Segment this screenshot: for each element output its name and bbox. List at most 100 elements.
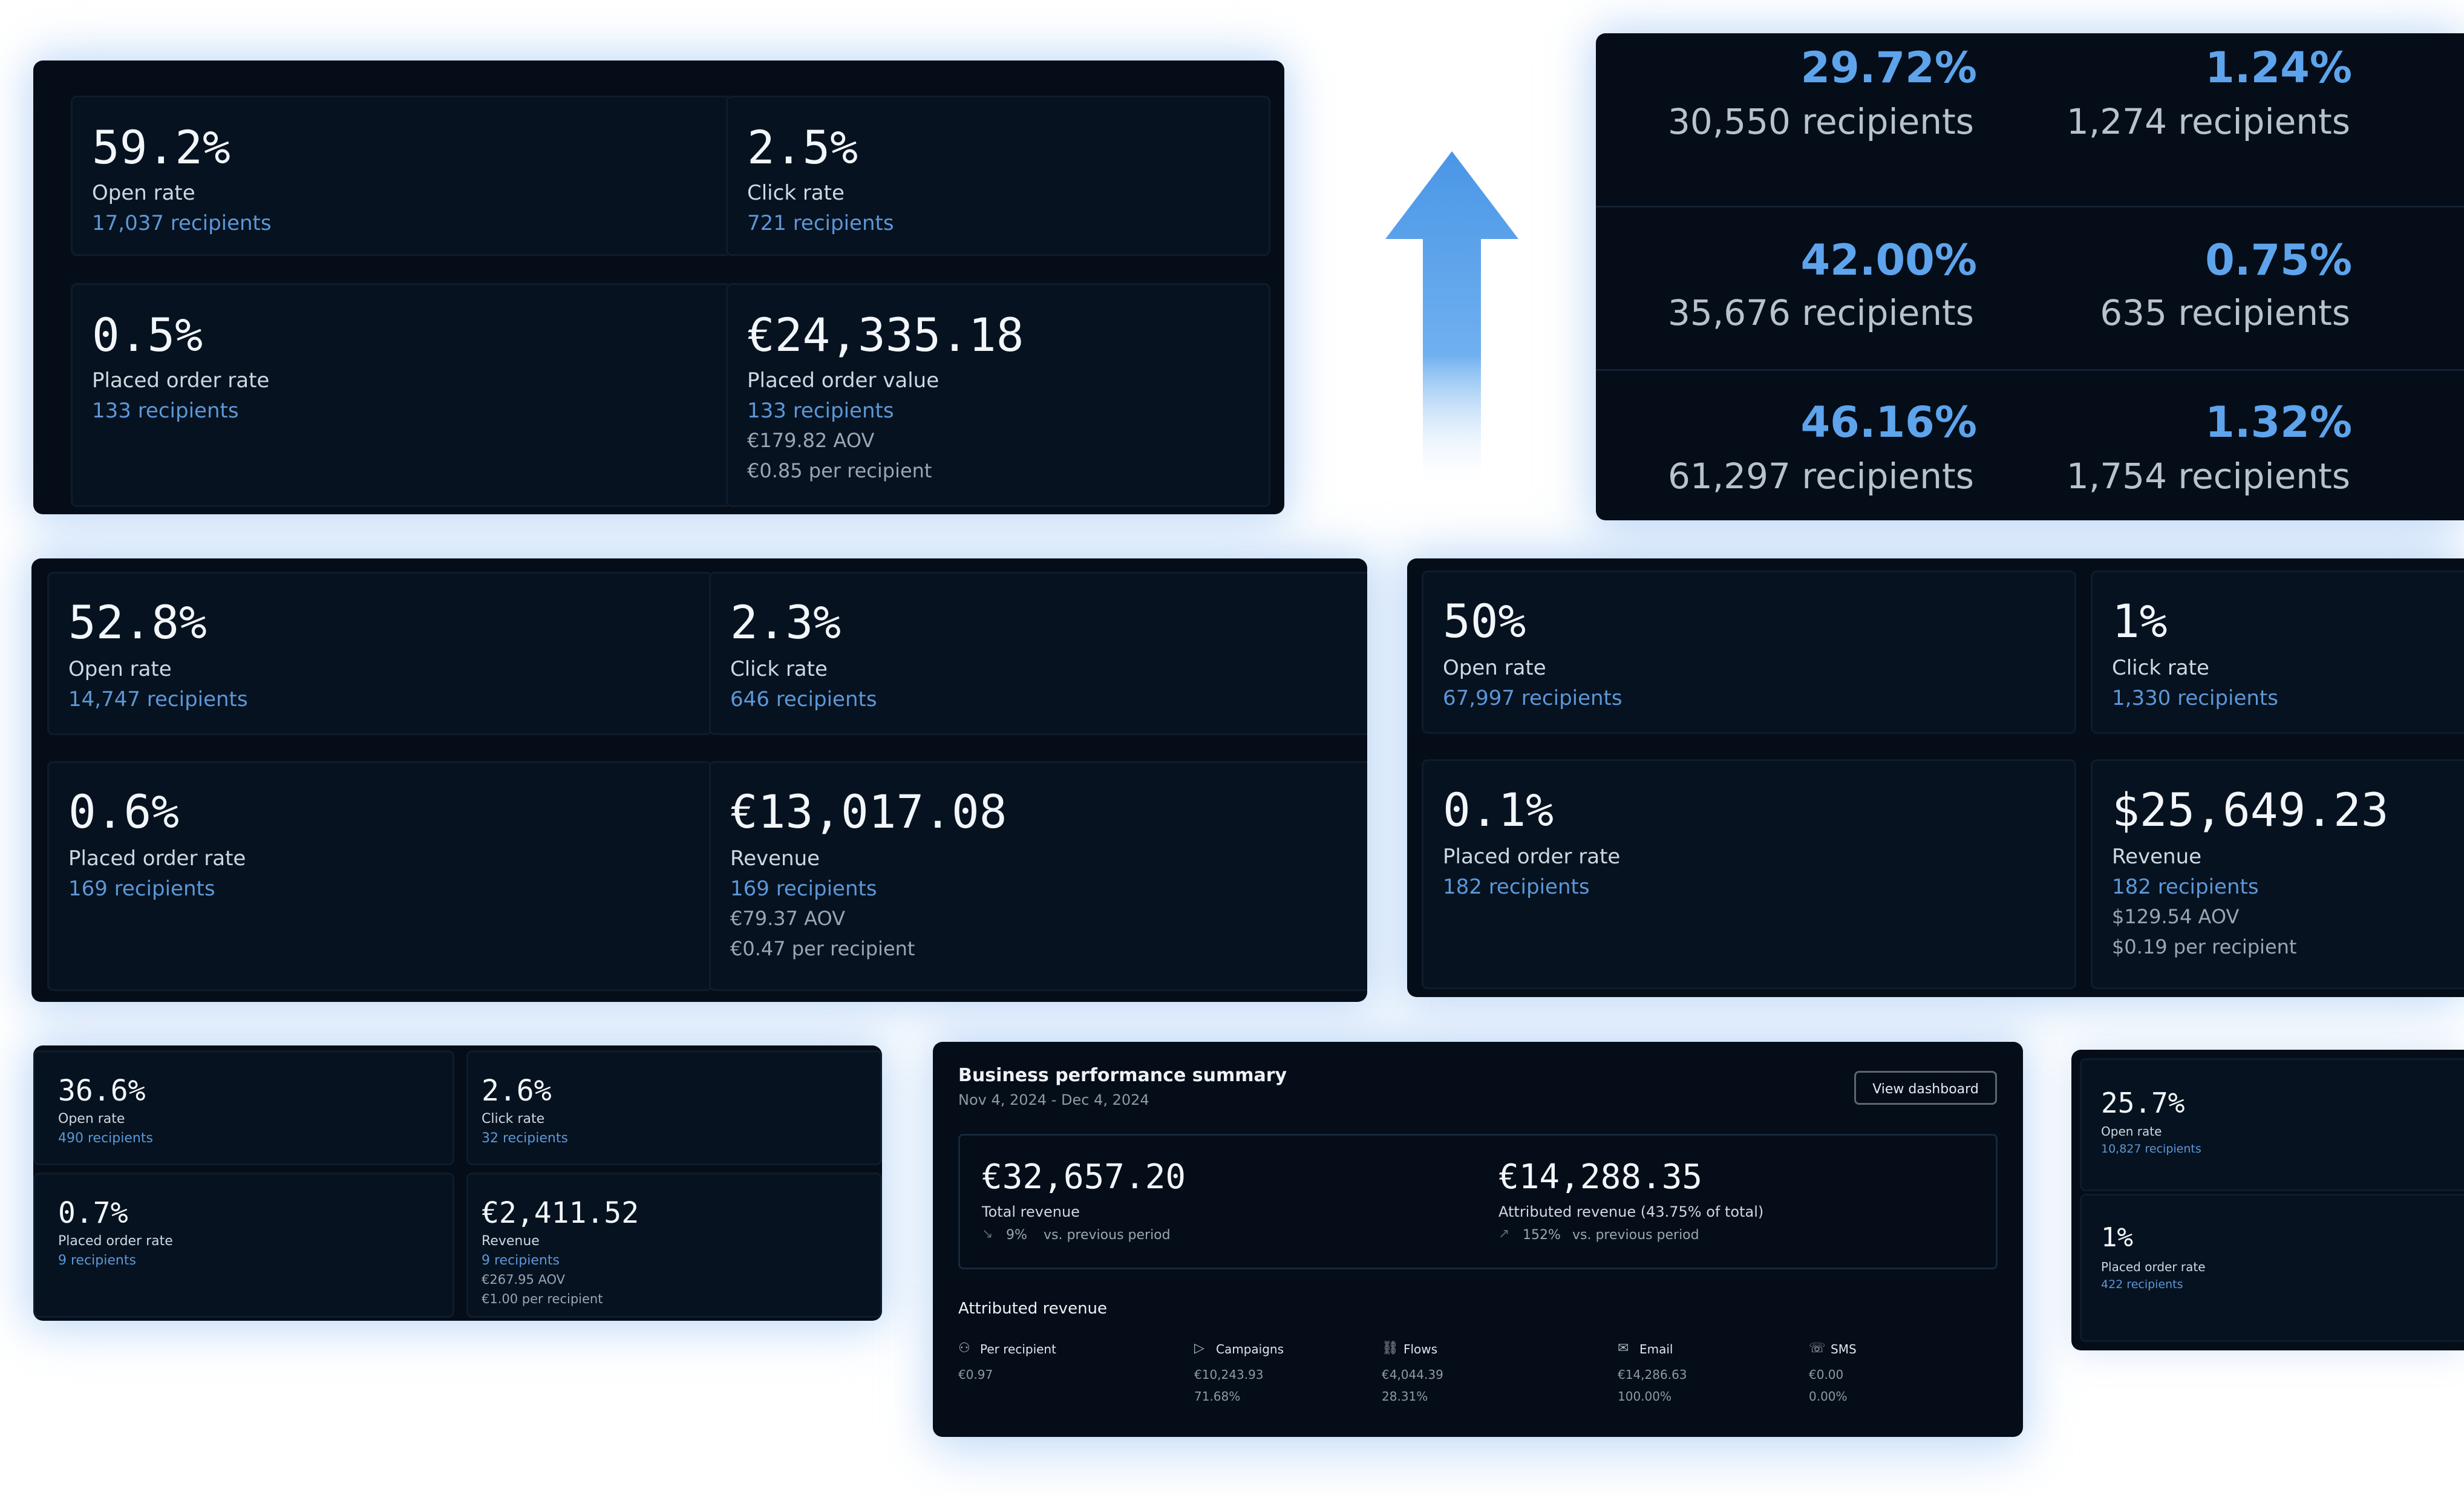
placed-order-value-per-recipient: €0.85 per recipient — [747, 459, 932, 482]
placed-order-rate-recipients[interactable]: 169 recipients — [68, 877, 215, 901]
open-rate-value: 50% — [1443, 594, 1526, 648]
users-icon: ⚇ — [958, 1341, 970, 1356]
click-rate-label: Click rate — [730, 657, 828, 681]
click-rate-recipients[interactable]: 646 recipients — [730, 687, 877, 712]
open-rate-card: 36.6% Open rate 490 recipients — [33, 1050, 454, 1165]
view-dashboard-button[interactable]: View dashboard — [1854, 1071, 1997, 1105]
total-revenue-delta: 9% — [1006, 1228, 1027, 1243]
open-rate-recipients[interactable]: 17,037 recipients — [92, 211, 272, 235]
revenue-recipients[interactable]: 169 recipients — [730, 877, 877, 901]
placed-order-rate-label: Placed order rate — [2101, 1260, 2206, 1274]
placed-order-rate-label: Placed order rate — [68, 846, 246, 871]
row2-rec2: 635 recipients — [2100, 292, 2350, 333]
open-rate-value: 36.6% — [58, 1074, 146, 1108]
column-name: Campaigns — [1216, 1342, 1284, 1356]
open-rate-recipients[interactable]: 14,747 recipients — [68, 687, 248, 712]
placed-order-rate-value: 0.7% — [58, 1196, 128, 1230]
revenue-recipients[interactable]: 182 recipients — [2112, 875, 2259, 899]
column-pct: 0.00% — [1809, 1389, 1848, 1404]
placed-order-value-label: Placed order value — [747, 368, 940, 393]
click-rate-label: Click rate — [747, 181, 845, 205]
open-rate-label: Open rate — [58, 1111, 125, 1127]
open-rate-card: 52.8% Open rate 14,747 recipients — [47, 572, 713, 735]
open-rate-label: Open rate — [68, 657, 172, 681]
click-rate-recipients[interactable]: 32 recipients — [482, 1131, 568, 1146]
open-rate-recipients[interactable]: 67,997 recipients — [1443, 686, 1623, 710]
date-range: Nov 4, 2024 - Dec 4, 2024 — [958, 1091, 1149, 1108]
revenue-label: Revenue — [730, 846, 820, 871]
placed-order-rate-value: 1% — [2101, 1222, 2133, 1253]
placed-order-rate-card: 0.1% Placed order rate 182 recipients — [1422, 759, 2076, 989]
placed-order-rate-value: 0.1% — [1443, 783, 1554, 837]
revenue-summary-box: €32,657.20 Total revenue ↘ 9% vs. previo… — [958, 1134, 1998, 1269]
sms-icon: ☏ — [1809, 1341, 1826, 1356]
revenue-value: €13,017.08 — [730, 785, 1007, 839]
row-divider — [1596, 369, 2464, 371]
column-name: Per recipient — [980, 1342, 1056, 1356]
revenue-per-recipient: $0.19 per recipient — [2112, 935, 2297, 958]
row2-rec1: 35,676 recipients — [1668, 292, 1974, 333]
attributed-revenue-label: Attributed revenue (43.75% of total) — [1498, 1203, 1764, 1220]
row3-rec1: 61,297 recipients — [1668, 456, 1974, 497]
open-rate-card: 59.2% Open rate 17,037 recipients — [71, 96, 731, 256]
placed-order-rate-recipients[interactable]: 422 recipients — [2101, 1278, 2183, 1291]
column-name: Flows — [1404, 1342, 1438, 1356]
placed-order-value-aov: €179.82 AOV — [747, 429, 875, 452]
open-rate-label: Open rate — [1443, 656, 1546, 680]
panel-d: 50% Open rate 67,997 recipients 1% Click… — [1407, 558, 2464, 997]
column-pct: 71.68% — [1194, 1389, 1241, 1404]
column-name: SMS — [1831, 1342, 1857, 1356]
column-name: Email — [1639, 1342, 1673, 1356]
click-rate-label: Click rate — [482, 1111, 545, 1127]
trend-up-icon: ↗ — [1498, 1226, 1510, 1241]
send-icon: ▷ — [1194, 1341, 1204, 1356]
column-value: €0.00 — [1809, 1367, 1844, 1382]
mail-icon: ✉ — [1618, 1341, 1629, 1356]
panel-title: Business performance summary — [958, 1065, 1287, 1086]
column-value: €0.97 — [958, 1367, 993, 1382]
placed-order-rate-card: 0.5% Placed order rate 133 recipients — [71, 283, 731, 507]
placed-order-rate-card: 0.7% Placed order rate 9 recipients — [33, 1173, 454, 1318]
row1-pct2: 1.24% — [2205, 43, 2352, 93]
column-pct: 28.31% — [1382, 1389, 1428, 1404]
revenue-card: €13,017.08 Revenue 169 recipients €79.37… — [709, 761, 1367, 991]
row3-pct2: 1.32% — [2205, 397, 2352, 447]
panel-a: 59.2% Open rate 17,037 recipients 2.5% C… — [33, 61, 1284, 514]
revenue-aov: €267.95 AOV — [482, 1272, 566, 1287]
open-rate-recipients[interactable]: 10,827 recipients — [2101, 1142, 2201, 1156]
open-rate-value: 59.2% — [92, 120, 230, 174]
panel-c: 52.8% Open rate 14,747 recipients 2.3% C… — [31, 558, 1367, 1002]
click-rate-card: 2.6% Click rate 32 recipients — [466, 1050, 882, 1165]
click-rate-recipients[interactable]: 721 recipients — [747, 211, 894, 235]
attributed-revenue-value: €14,288.35 — [1498, 1157, 1703, 1197]
total-revenue-label: Total revenue — [982, 1203, 1080, 1220]
placed-order-value-recipients[interactable]: 133 recipients — [747, 399, 894, 423]
click-rate-recipients[interactable]: 1,330 recipients — [2112, 686, 2278, 710]
total-revenue-delta-text: vs. previous period — [1044, 1228, 1171, 1243]
panel-e: 36.6% Open rate 490 recipients 2.6% Clic… — [33, 1045, 882, 1321]
placed-order-rate-recipients[interactable]: 9 recipients — [58, 1253, 136, 1268]
placed-order-rate-recipients[interactable]: 182 recipients — [1443, 875, 1590, 899]
placed-order-rate-value: 0.6% — [68, 785, 180, 839]
row-divider — [1596, 206, 2464, 208]
placed-order-value-card: €24,335.18 Placed order value 133 recipi… — [726, 283, 1270, 507]
placed-order-rate-label: Placed order rate — [58, 1234, 173, 1249]
attributed-revenue-section-title: Attributed revenue — [958, 1300, 1108, 1318]
row1-pct1: 29.72% — [1800, 43, 1977, 93]
open-rate-label: Open rate — [92, 181, 195, 205]
column-value: €14,286.63 — [1618, 1367, 1687, 1382]
row3-pct1: 46.16% — [1800, 397, 1977, 447]
panel-b: 29.72% 30,550 recipients 1.24% 1,274 rec… — [1596, 33, 2464, 520]
attributed-revenue-delta: 152% — [1523, 1228, 1561, 1243]
business-performance-panel: Business performance summary Nov 4, 2024… — [933, 1042, 2023, 1437]
placed-order-rate-recipients[interactable]: 133 recipients — [92, 399, 239, 423]
open-rate-recipients[interactable]: 490 recipients — [58, 1131, 153, 1146]
revenue-per-recipient: €1.00 per recipient — [482, 1292, 603, 1306]
click-rate-value: 2.3% — [730, 595, 841, 649]
up-arrow-icon — [1385, 151, 1518, 490]
revenue-value: $25,649.23 — [2112, 783, 2389, 837]
open-rate-value: 25.7% — [2101, 1087, 2185, 1119]
revenue-recipients[interactable]: 9 recipients — [482, 1253, 560, 1268]
placed-order-value: €24,335.18 — [747, 308, 1024, 362]
revenue-card: €2,411.52 Revenue 9 recipients €267.95 A… — [466, 1173, 882, 1318]
